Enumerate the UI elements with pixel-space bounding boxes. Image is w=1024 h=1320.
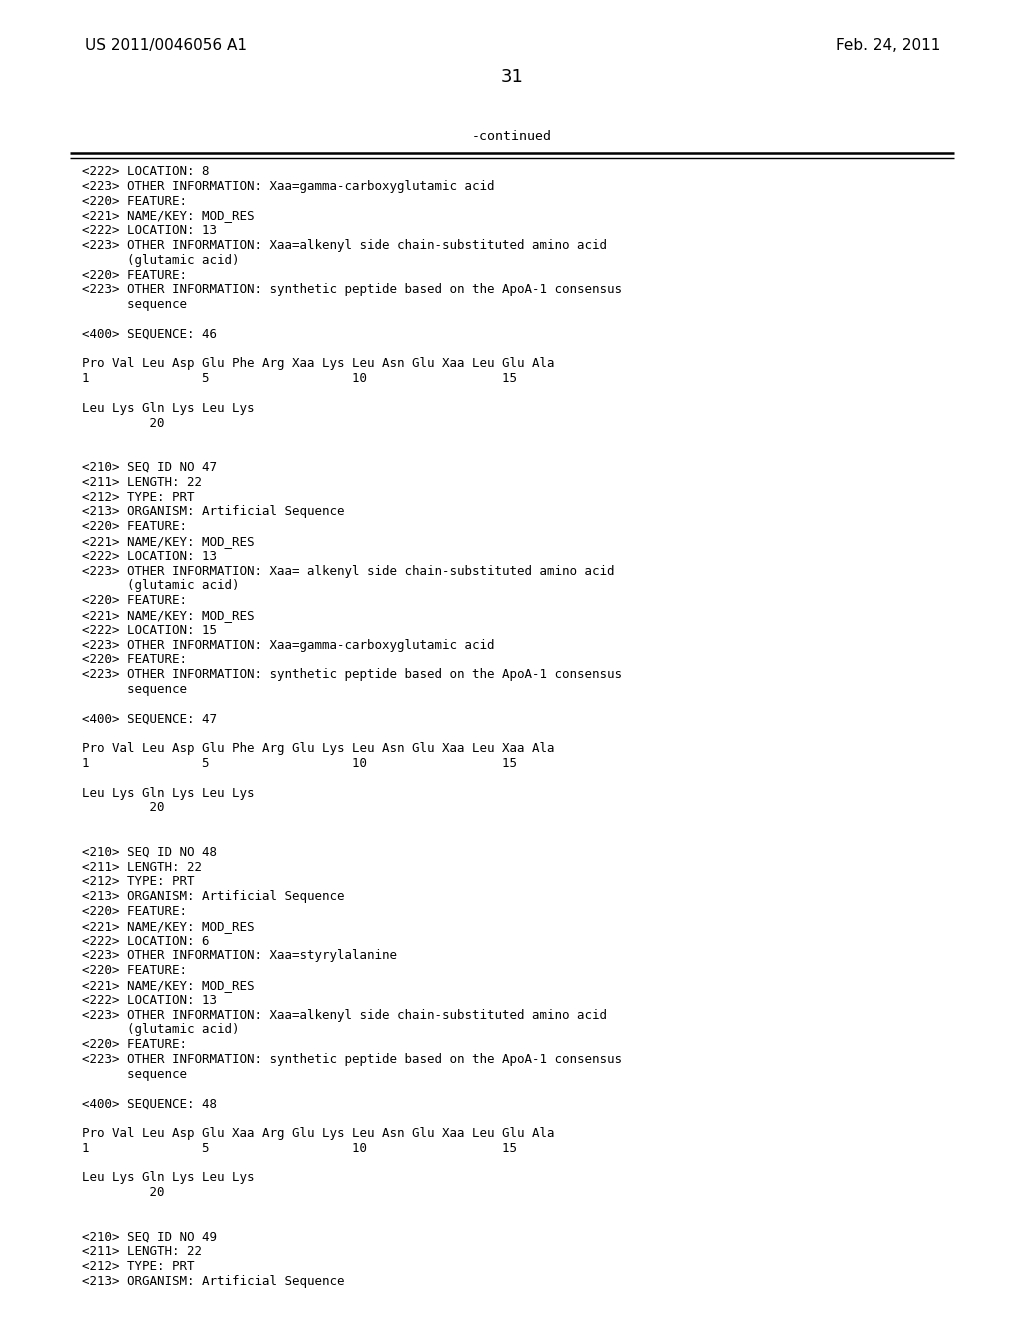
Text: <220> FEATURE:: <220> FEATURE: bbox=[82, 964, 187, 977]
Text: sequence: sequence bbox=[82, 682, 187, 696]
Text: -continued: -continued bbox=[472, 129, 552, 143]
Text: Pro Val Leu Asp Glu Phe Arg Glu Lys Leu Asn Glu Xaa Leu Xaa Ala: Pro Val Leu Asp Glu Phe Arg Glu Lys Leu … bbox=[82, 742, 555, 755]
Text: <221> NAME/KEY: MOD_RES: <221> NAME/KEY: MOD_RES bbox=[82, 920, 255, 933]
Text: 20: 20 bbox=[82, 801, 165, 814]
Text: 20: 20 bbox=[82, 417, 165, 429]
Text: Leu Lys Gln Lys Leu Lys: Leu Lys Gln Lys Leu Lys bbox=[82, 787, 255, 800]
Text: Pro Val Leu Asp Glu Xaa Arg Glu Lys Leu Asn Glu Xaa Leu Glu Ala: Pro Val Leu Asp Glu Xaa Arg Glu Lys Leu … bbox=[82, 1127, 555, 1140]
Text: <223> OTHER INFORMATION: Xaa=alkenyl side chain-substituted amino acid: <223> OTHER INFORMATION: Xaa=alkenyl sid… bbox=[82, 239, 607, 252]
Text: <220> FEATURE:: <220> FEATURE: bbox=[82, 594, 187, 607]
Text: (glutamic acid): (glutamic acid) bbox=[82, 1023, 240, 1036]
Text: <220> FEATURE:: <220> FEATURE: bbox=[82, 1039, 187, 1051]
Text: 1               5                   10                  15: 1 5 10 15 bbox=[82, 372, 517, 385]
Text: US 2011/0046056 A1: US 2011/0046056 A1 bbox=[85, 38, 247, 53]
Text: <212> TYPE: PRT: <212> TYPE: PRT bbox=[82, 875, 195, 888]
Text: <220> FEATURE:: <220> FEATURE: bbox=[82, 906, 187, 917]
Text: <223> OTHER INFORMATION: Xaa=gamma-carboxyglutamic acid: <223> OTHER INFORMATION: Xaa=gamma-carbo… bbox=[82, 180, 495, 193]
Text: <223> OTHER INFORMATION: Xaa=alkenyl side chain-substituted amino acid: <223> OTHER INFORMATION: Xaa=alkenyl sid… bbox=[82, 1008, 607, 1022]
Text: <213> ORGANISM: Artificial Sequence: <213> ORGANISM: Artificial Sequence bbox=[82, 506, 344, 519]
Text: <211> LENGTH: 22: <211> LENGTH: 22 bbox=[82, 861, 202, 874]
Text: 1               5                   10                  15: 1 5 10 15 bbox=[82, 1142, 517, 1155]
Text: <220> FEATURE:: <220> FEATURE: bbox=[82, 520, 187, 533]
Text: (glutamic acid): (glutamic acid) bbox=[82, 579, 240, 593]
Text: 31: 31 bbox=[501, 69, 523, 86]
Text: <222> LOCATION: 8: <222> LOCATION: 8 bbox=[82, 165, 210, 178]
Text: <222> LOCATION: 13: <222> LOCATION: 13 bbox=[82, 550, 217, 562]
Text: Feb. 24, 2011: Feb. 24, 2011 bbox=[836, 38, 940, 53]
Text: <223> OTHER INFORMATION: Xaa=styrylalanine: <223> OTHER INFORMATION: Xaa=styrylalani… bbox=[82, 949, 397, 962]
Text: <223> OTHER INFORMATION: synthetic peptide based on the ApoA-1 consensus: <223> OTHER INFORMATION: synthetic pepti… bbox=[82, 668, 622, 681]
Text: <220> FEATURE:: <220> FEATURE: bbox=[82, 653, 187, 667]
Text: 20: 20 bbox=[82, 1187, 165, 1199]
Text: <400> SEQUENCE: 47: <400> SEQUENCE: 47 bbox=[82, 713, 217, 726]
Text: <212> TYPE: PRT: <212> TYPE: PRT bbox=[82, 491, 195, 504]
Text: <210> SEQ ID NO 48: <210> SEQ ID NO 48 bbox=[82, 846, 217, 859]
Text: <400> SEQUENCE: 46: <400> SEQUENCE: 46 bbox=[82, 327, 217, 341]
Text: <222> LOCATION: 15: <222> LOCATION: 15 bbox=[82, 624, 217, 636]
Text: <222> LOCATION: 13: <222> LOCATION: 13 bbox=[82, 994, 217, 1007]
Text: <220> FEATURE:: <220> FEATURE: bbox=[82, 268, 187, 281]
Text: <210> SEQ ID NO 47: <210> SEQ ID NO 47 bbox=[82, 461, 217, 474]
Text: sequence: sequence bbox=[82, 1068, 187, 1081]
Text: <221> NAME/KEY: MOD_RES: <221> NAME/KEY: MOD_RES bbox=[82, 210, 255, 222]
Text: Leu Lys Gln Lys Leu Lys: Leu Lys Gln Lys Leu Lys bbox=[82, 1171, 255, 1184]
Text: <211> LENGTH: 22: <211> LENGTH: 22 bbox=[82, 1245, 202, 1258]
Text: <400> SEQUENCE: 48: <400> SEQUENCE: 48 bbox=[82, 1097, 217, 1110]
Text: <221> NAME/KEY: MOD_RES: <221> NAME/KEY: MOD_RES bbox=[82, 535, 255, 548]
Text: <213> ORGANISM: Artificial Sequence: <213> ORGANISM: Artificial Sequence bbox=[82, 890, 344, 903]
Text: <223> OTHER INFORMATION: Xaa= alkenyl side chain-substituted amino acid: <223> OTHER INFORMATION: Xaa= alkenyl si… bbox=[82, 565, 614, 578]
Text: 1               5                   10                  15: 1 5 10 15 bbox=[82, 756, 517, 770]
Text: <213> ORGANISM: Artificial Sequence: <213> ORGANISM: Artificial Sequence bbox=[82, 1275, 344, 1288]
Text: sequence: sequence bbox=[82, 298, 187, 312]
Text: Pro Val Leu Asp Glu Phe Arg Xaa Lys Leu Asn Glu Xaa Leu Glu Ala: Pro Val Leu Asp Glu Phe Arg Xaa Lys Leu … bbox=[82, 358, 555, 371]
Text: <223> OTHER INFORMATION: synthetic peptide based on the ApoA-1 consensus: <223> OTHER INFORMATION: synthetic pepti… bbox=[82, 1053, 622, 1067]
Text: <210> SEQ ID NO 49: <210> SEQ ID NO 49 bbox=[82, 1230, 217, 1243]
Text: <220> FEATURE:: <220> FEATURE: bbox=[82, 194, 187, 207]
Text: <223> OTHER INFORMATION: synthetic peptide based on the ApoA-1 consensus: <223> OTHER INFORMATION: synthetic pepti… bbox=[82, 284, 622, 297]
Text: <221> NAME/KEY: MOD_RES: <221> NAME/KEY: MOD_RES bbox=[82, 609, 255, 622]
Text: <222> LOCATION: 6: <222> LOCATION: 6 bbox=[82, 935, 210, 948]
Text: <221> NAME/KEY: MOD_RES: <221> NAME/KEY: MOD_RES bbox=[82, 979, 255, 993]
Text: <223> OTHER INFORMATION: Xaa=gamma-carboxyglutamic acid: <223> OTHER INFORMATION: Xaa=gamma-carbo… bbox=[82, 639, 495, 652]
Text: <222> LOCATION: 13: <222> LOCATION: 13 bbox=[82, 224, 217, 238]
Text: Leu Lys Gln Lys Leu Lys: Leu Lys Gln Lys Leu Lys bbox=[82, 401, 255, 414]
Text: (glutamic acid): (glutamic acid) bbox=[82, 253, 240, 267]
Text: <212> TYPE: PRT: <212> TYPE: PRT bbox=[82, 1261, 195, 1274]
Text: <211> LENGTH: 22: <211> LENGTH: 22 bbox=[82, 475, 202, 488]
